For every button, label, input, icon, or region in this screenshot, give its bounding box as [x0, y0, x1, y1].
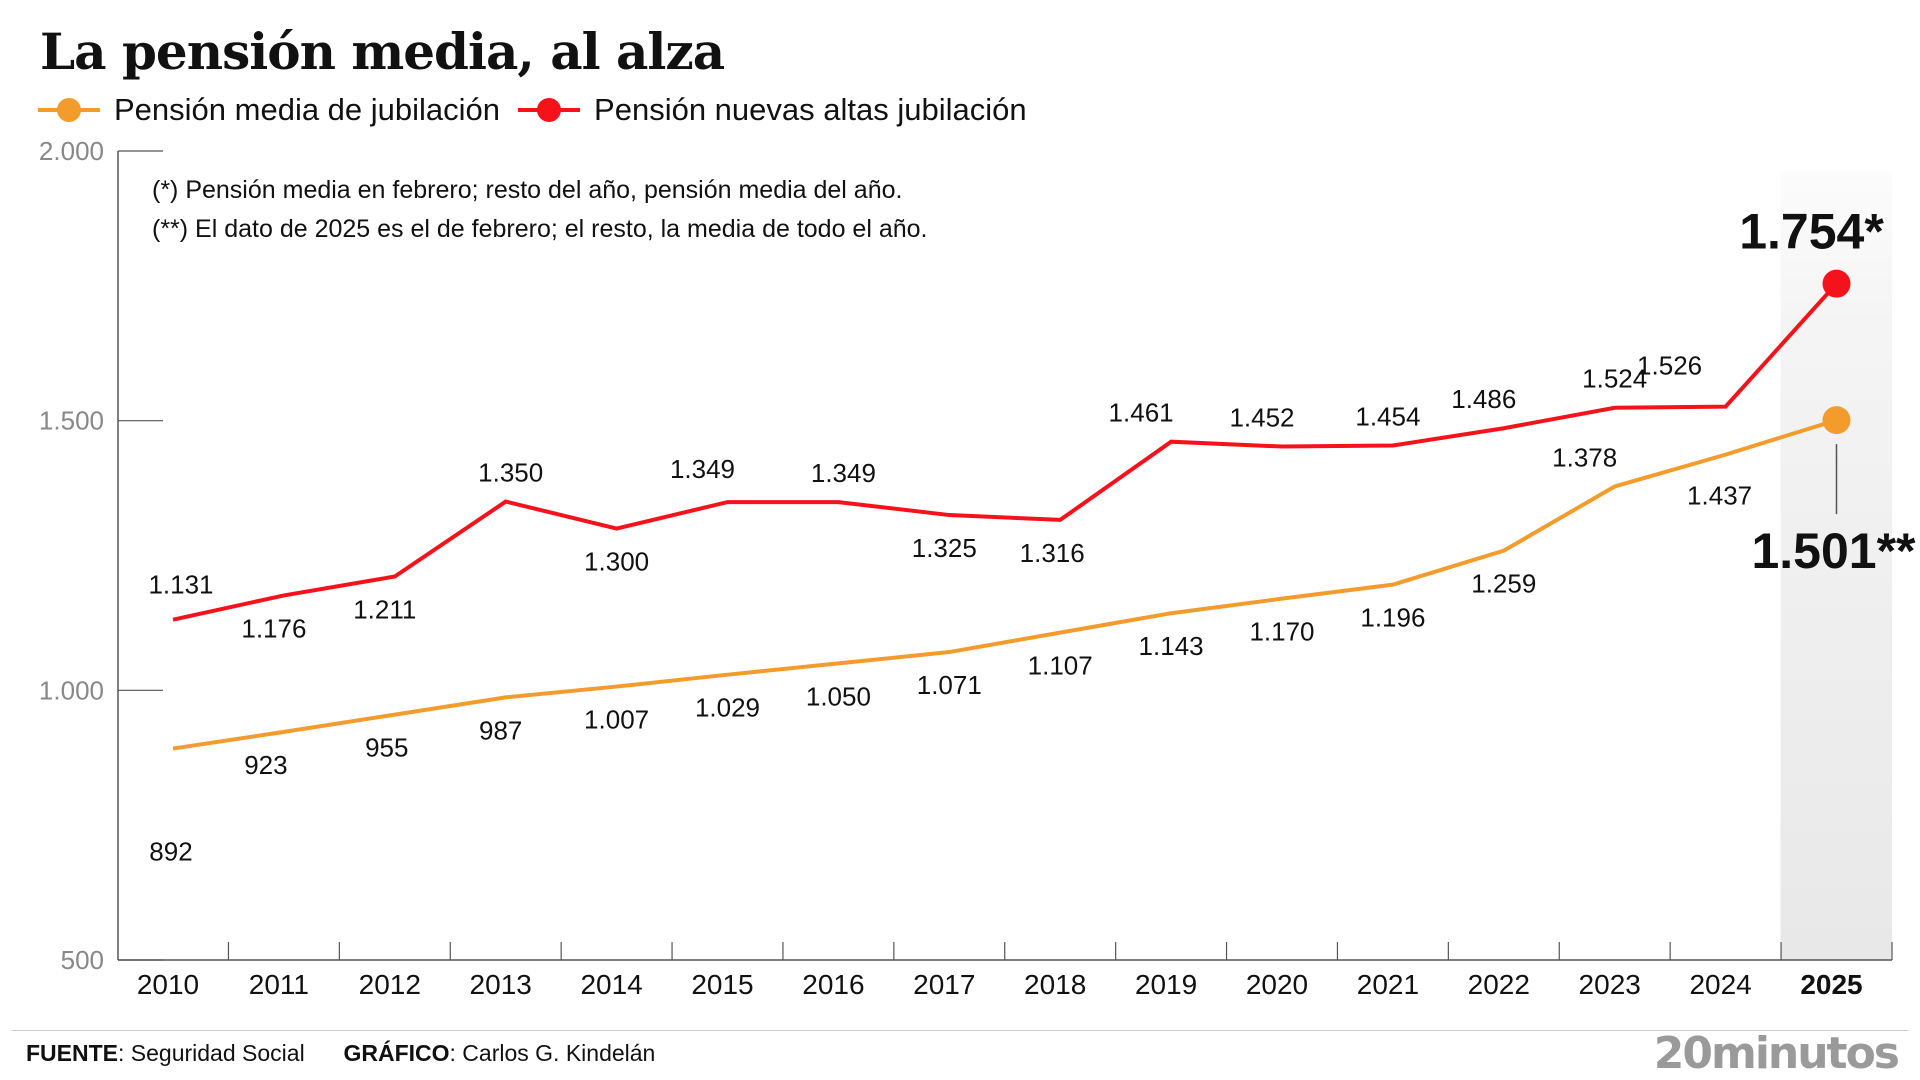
data-label: 1.526: [1637, 351, 1702, 381]
end-point-1: [1822, 269, 1851, 298]
data-label: 1.107: [1028, 651, 1093, 681]
data-label: 1.211: [353, 595, 416, 625]
end-point-0: [1822, 406, 1851, 435]
20minutos-logo: 20minutos: [1653, 1028, 1900, 1079]
data-label: 1.378: [1552, 442, 1617, 472]
data-label: 1.349: [811, 458, 876, 488]
highlight-band: [1780, 171, 1892, 960]
footer: FUENTE: Seguridad Social GRÁFICO: Carlos…: [26, 1040, 655, 1067]
data-label: 1.325: [912, 533, 977, 563]
y-tick-label: 1.000: [39, 675, 104, 705]
data-label: 1.349: [670, 454, 735, 484]
data-label: 955: [365, 733, 408, 763]
data-label: 1.350: [478, 458, 543, 488]
graphic-label: GRÁFICO: [343, 1040, 450, 1066]
data-label: 1.524: [1582, 364, 1647, 394]
data-label: 1.176: [241, 613, 306, 643]
y-tick-label: 2.000: [39, 136, 104, 166]
series-line-1: [172, 282, 1838, 622]
data-label: 1.486: [1451, 384, 1516, 414]
legend-marker-orange: [38, 98, 100, 122]
data-label: 1.170: [1249, 617, 1314, 647]
data-label: 1.007: [584, 705, 649, 735]
source-label: FUENTE: [26, 1040, 118, 1066]
data-label: 892: [149, 837, 192, 867]
x-tick-label: 2019: [1135, 969, 1197, 1000]
chart-note: (*) Pensión media en febrero; resto del …: [152, 176, 902, 204]
data-label: 1.071: [917, 670, 982, 700]
final-label-altas: 1.754*: [1739, 204, 1884, 260]
data-label: 1.029: [695, 693, 760, 723]
x-tick-label: 2010: [137, 969, 199, 1000]
graphic-credit: : Carlos G. Kindelán: [449, 1040, 656, 1066]
series-line-0: [172, 418, 1838, 751]
final-label-media: 1.501**: [1751, 523, 1916, 579]
data-label: 1.316: [1020, 538, 1085, 568]
legend-item-media: Pensión media de jubilación: [38, 92, 500, 128]
x-tick-label: 2016: [802, 969, 864, 1000]
x-tick-label: 2012: [359, 969, 421, 1000]
source: : Seguridad Social: [118, 1040, 305, 1066]
data-label: 923: [244, 750, 287, 780]
data-label: 1.461: [1109, 398, 1174, 428]
y-tick-label: 500: [61, 945, 104, 975]
y-tick-label: 1.500: [39, 406, 104, 436]
legend-label: Pensión nuevas altas jubilación: [594, 92, 1027, 127]
x-tick-label: 2013: [470, 969, 532, 1000]
data-label: 1.452: [1229, 403, 1294, 433]
x-tick-label: 2020: [1246, 969, 1308, 1000]
data-label: 1.196: [1360, 603, 1425, 633]
x-tick-label: 2025: [1800, 969, 1862, 1000]
data-label: 1.454: [1355, 401, 1420, 431]
chart-note: (**) El dato de 2025 es el de febrero; e…: [152, 215, 928, 243]
x-tick-label: 2017: [913, 969, 975, 1000]
data-label: 1.131: [148, 570, 213, 600]
x-tick-label: 2022: [1468, 969, 1530, 1000]
x-tick-label: 2024: [1689, 969, 1751, 1000]
line-chart: 500 1.000 1.500 2.000 2010 2011 2012 2013 2014 20…: [39, 136, 1916, 1000]
chart-title: La pensión media, al alza: [40, 22, 725, 81]
data-label: 1.050: [806, 681, 871, 711]
x-tick-label: 2015: [691, 969, 753, 1000]
x-tick-label: 2023: [1579, 969, 1641, 1000]
legend-marker-red: [518, 98, 581, 122]
data-label: 1.300: [584, 547, 649, 577]
x-tick-label: 2021: [1357, 969, 1419, 1000]
data-label: 987: [479, 715, 522, 745]
legend-item-altas: Pensión nuevas altas jubilación: [518, 92, 1027, 128]
x-tick-label: 2011: [249, 969, 309, 1000]
x-tick-label: 2014: [580, 969, 642, 1000]
data-label: 1.259: [1471, 569, 1536, 599]
data-label: 1.437: [1687, 481, 1752, 511]
footer-divider: [12, 1030, 1908, 1031]
data-label: 1.143: [1139, 631, 1204, 661]
legend-label: Pensión media de jubilación: [114, 92, 501, 127]
legend: Pensión media de jubilación Pensión nuev…: [38, 92, 1045, 128]
x-tick-label: 2018: [1024, 969, 1086, 1000]
